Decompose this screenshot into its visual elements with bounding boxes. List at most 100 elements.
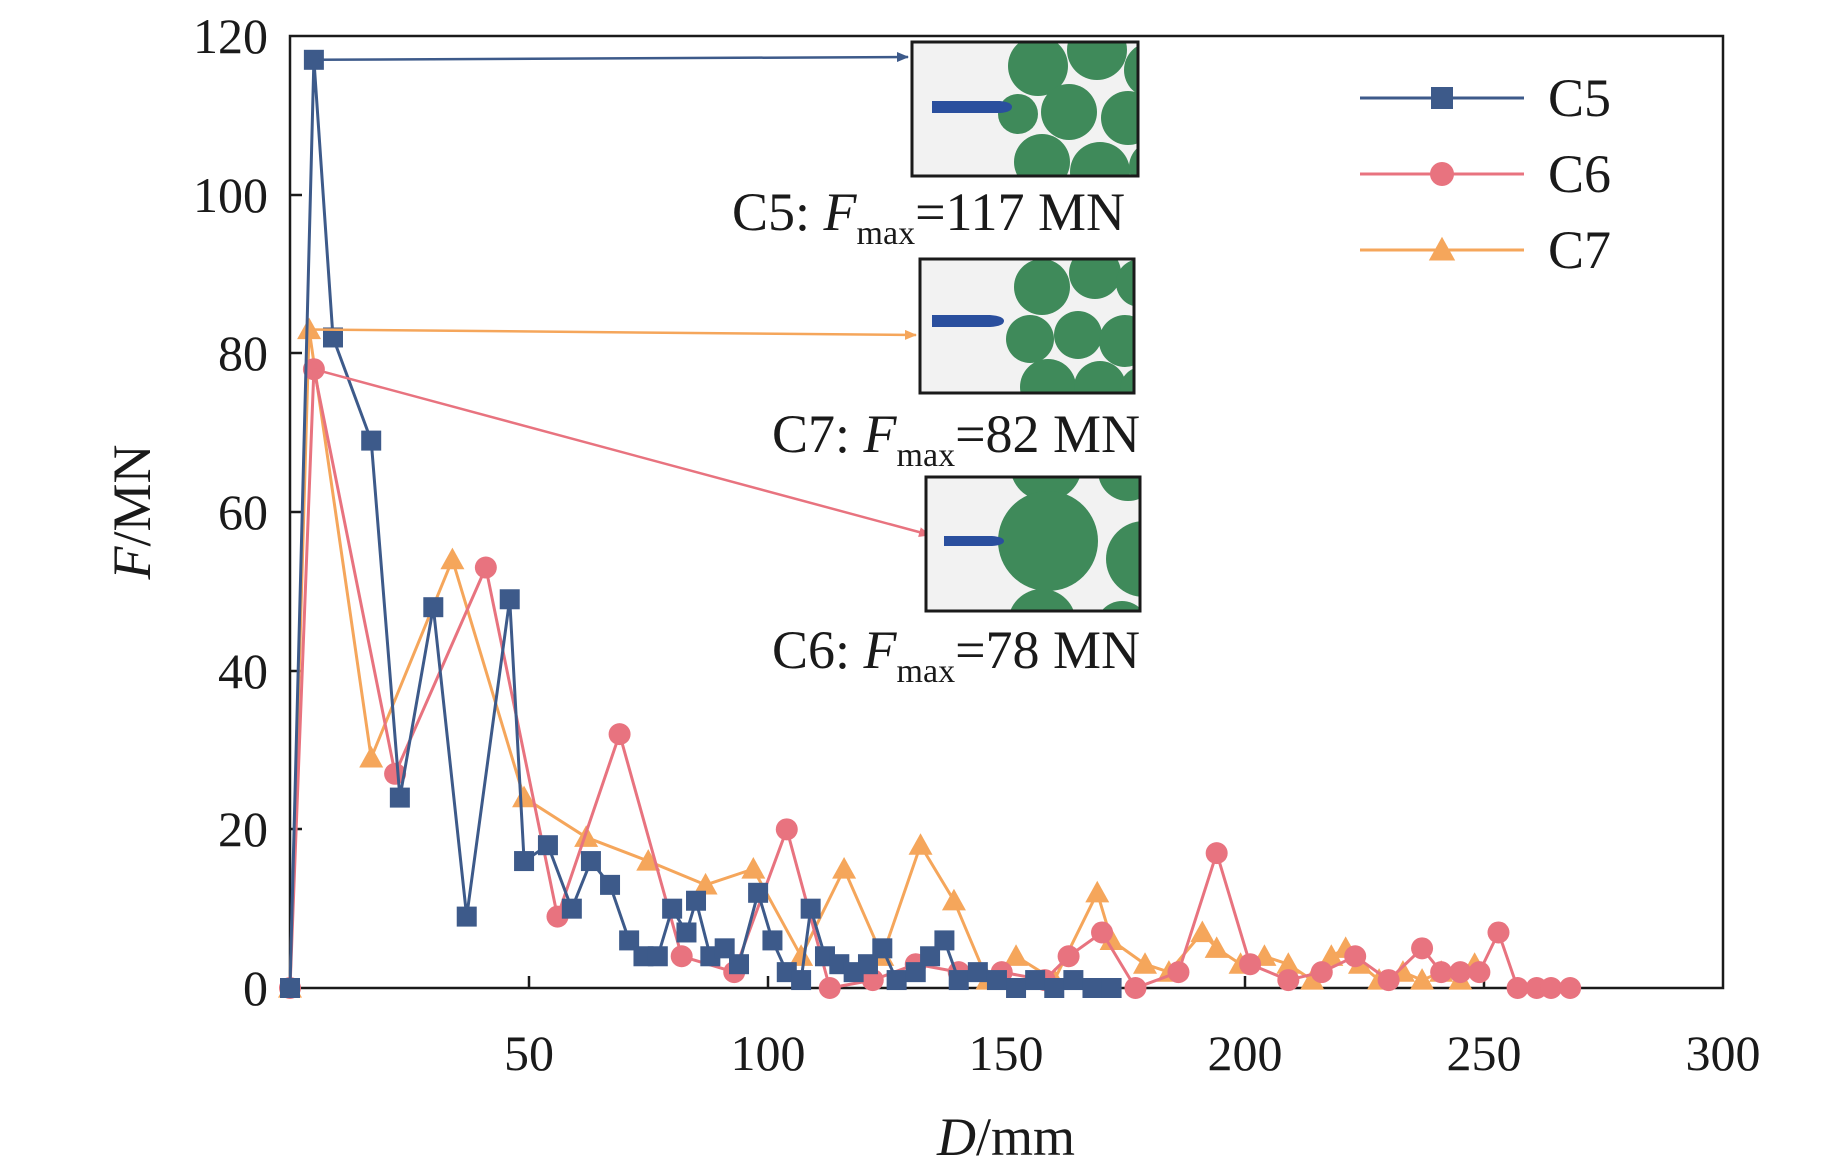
annot-var: F [823,182,858,242]
legend-item-c7: C7 [1360,220,1611,280]
data-point-c6 [1344,945,1367,968]
legend-label: C5 [1548,68,1611,128]
data-point-c5 [920,946,941,967]
y-axis-title: F/MN [102,444,162,580]
series-c5 [280,49,1122,998]
data-point-c5 [1082,978,1103,998]
legend-item-c6: C6 [1360,144,1611,204]
annot-value: =117 MN [915,182,1125,242]
annotation-arrows [309,52,931,537]
y-axis-title-var: F [102,546,162,581]
data-point-c7 [693,872,718,895]
data-point-c7 [1204,936,1229,958]
c7-inset-image [918,257,1136,395]
data-point-c7 [1410,968,1435,990]
x-tick-250: 250 [1447,976,1522,1081]
y-tick-80: 80 [218,325,302,381]
c5-inset-image [910,40,1140,178]
y-tick-120: 120 [193,8,268,64]
c6-annotation: C6: Fmax=78 MN [772,620,1140,690]
legend-item-c5: C5 [1360,68,1611,128]
data-point-c7 [512,785,537,808]
data-point-c5 [303,49,324,70]
data-point-c7 [941,888,966,911]
data-point-c5 [389,787,410,808]
annot-sub: max [897,437,956,474]
series-c7 [278,317,1487,998]
legend-label: C7 [1548,220,1611,280]
y-tick-label: 0 [243,960,268,1016]
data-point-c5 [580,851,601,872]
data-point-c6 [1377,969,1400,992]
x-tick-label: 50 [504,1025,554,1081]
y-tick-label: 120 [193,8,268,64]
y-axis-title-unit: /MN [102,444,162,546]
data-point-c7 [1276,952,1301,974]
legend-marker [1430,162,1454,186]
data-point-c5 [872,938,893,959]
data-point-c5 [619,930,640,951]
legend-marker [1428,236,1456,261]
c6-peak-arrow [313,367,931,537]
y-tick-label: 40 [218,643,268,699]
data-point-c5 [537,835,558,856]
x-axis-title-var: D [936,1107,976,1166]
data-point-c5 [499,589,520,610]
data-point-c6 [1091,921,1114,944]
annot-prefix: C5: [732,182,824,242]
y-tick-100: 100 [193,167,302,223]
data-point-c7 [1085,880,1110,903]
data-point-c5 [714,938,735,959]
data-point-c5 [423,597,444,618]
series-layer [278,49,1582,999]
data-point-c7 [359,745,384,768]
x-axis-title-unit: /mm [976,1107,1075,1166]
x-tick-label: 100 [731,1025,806,1081]
data-point-c5 [662,898,683,919]
data-point-c6 [1430,961,1453,984]
data-point-c7 [1099,928,1124,950]
data-point-c5 [280,978,300,998]
data-point-c6 [1487,921,1510,944]
y-tick-20: 20 [218,801,302,857]
y-tick-60: 60 [218,484,302,540]
data-point-c7 [832,857,857,879]
data-point-c5 [967,962,988,983]
data-point-c5 [676,922,697,943]
data-point-c5 [748,882,769,903]
data-point-c6 [775,818,798,841]
c7-annotation: C7: Fmax=82 MN [772,404,1140,474]
data-point-c6 [608,723,631,746]
data-point-c7 [1319,944,1344,966]
data-point-c5 [948,970,969,991]
data-point-c6 [1205,842,1228,865]
data-point-c5 [600,874,621,895]
data-point-c6 [1540,977,1563,999]
data-point-c6 [670,945,693,968]
data-point-c7 [440,547,465,570]
data-point-c5 [456,906,477,927]
data-point-c6 [302,358,325,381]
legend-marker [1431,87,1453,109]
data-point-c5 [857,954,878,975]
legend-label: C6 [1548,144,1611,204]
data-point-c5 [1101,978,1122,998]
data-point-c6 [1167,961,1190,984]
x-axis-title: D/mm [936,1107,1075,1166]
data-point-c6 [1449,961,1472,984]
x-tick-label: 250 [1447,1025,1522,1081]
annot-value: =78 MN [955,620,1140,680]
y-tick-40: 40 [218,643,302,699]
data-point-c6 [1239,953,1262,976]
data-point-c5 [886,970,907,991]
data-point-c5 [800,898,821,919]
data-point-c6 [1411,937,1434,960]
data-point-c5 [1063,970,1084,991]
annot-var: F [863,404,898,464]
x-tick-label: 200 [1208,1025,1283,1081]
x-tick-300: 300 [1686,1025,1761,1081]
data-point-c6 [1057,945,1080,968]
y-tick-label: 80 [218,325,268,381]
